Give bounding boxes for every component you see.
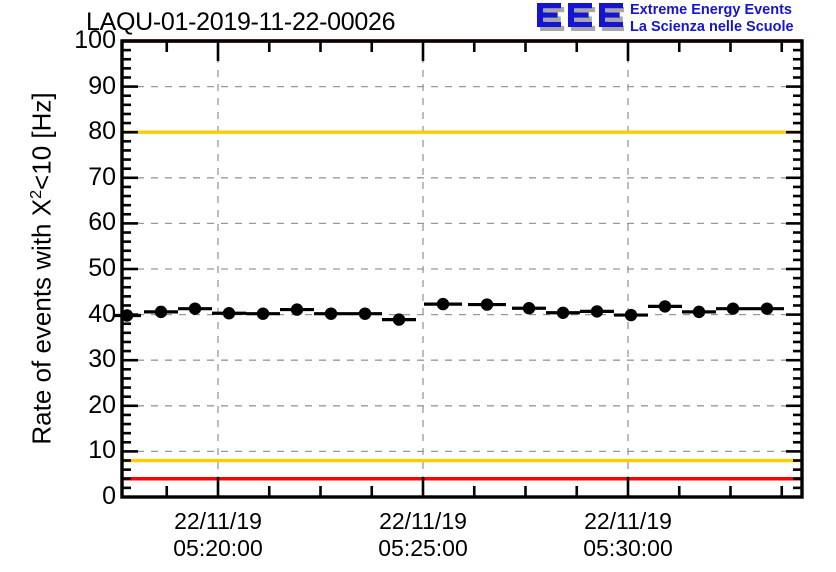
- y-tick-label: 60: [88, 208, 116, 237]
- y-tick-label: 30: [88, 345, 116, 374]
- y-axis-title: Rate of events with X2<10 [Hz]: [26, 92, 57, 445]
- data-point-markers: [120, 297, 774, 326]
- y-tick-label: 70: [88, 162, 116, 191]
- y-tick-label: 10: [88, 436, 116, 465]
- y-axis-ticks: [122, 39, 802, 499]
- eee-logo-shadow: [540, 7, 624, 31]
- x-tick-label: 22/11/19 05:30:00: [543, 508, 713, 562]
- x-tick-label-date: 22/11/19: [379, 508, 467, 534]
- y-tick-label: 0: [102, 482, 116, 510]
- x-tick-label-date: 22/11/19: [584, 508, 672, 534]
- eee-logo-line1: Extreme Energy Events: [630, 2, 792, 18]
- x-tick-label-date: 22/11/19: [174, 508, 262, 534]
- x-tick-label-time: 05:20:00: [173, 535, 263, 561]
- eee-logo-letters: [537, 3, 623, 27]
- y-tick-label: 40: [88, 299, 116, 328]
- y-tick-label: 50: [88, 254, 116, 282]
- y-axis-tick-labels: 0 10 20 30 40 50 60 70 80 90 100: [54, 0, 116, 572]
- x-tick-label: 22/11/19 05:20:00: [133, 508, 303, 562]
- x-tick-label-time: 05:30:00: [583, 535, 673, 561]
- y-tick-label: 100: [74, 26, 116, 54]
- eee-logo-text: Extreme Energy Events La Scienza nelle S…: [630, 2, 794, 35]
- y-tick-label: 90: [88, 71, 116, 100]
- x-tick-label-time: 05:25:00: [378, 535, 468, 561]
- y-tick-label: 80: [88, 117, 116, 146]
- x-axis-ticks: [165, 41, 784, 497]
- eee-logo: Extreme Energy Events La Scienza nelle S…: [536, 2, 832, 36]
- eee-logo-mark: [537, 3, 624, 31]
- vertical-gridlines: [217, 42, 629, 496]
- y-tick-label: 20: [88, 390, 116, 419]
- page-title: LAQU-01-2019-11-22-00026: [86, 8, 396, 36]
- x-tick-label: 22/11/19 05:25:00: [338, 508, 508, 562]
- eee-logo-line2: La Scienza nelle Scuole: [630, 18, 794, 35]
